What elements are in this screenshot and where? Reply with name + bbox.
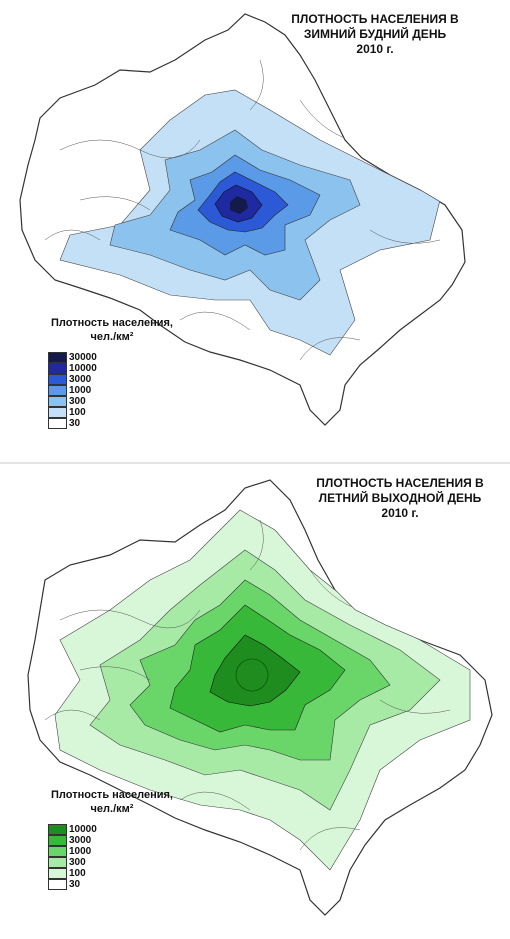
winter-legend-swatch [48, 396, 67, 407]
winter-legend-label: 100 [69, 407, 86, 418]
winter-title-line-1: ПЛОТНОСТЬ НАСЕЛЕНИЯ В [291, 12, 459, 26]
winter-legend-item: 100 [48, 407, 182, 418]
summer-legend-swatch [48, 868, 67, 879]
winter-legend-item: 300 [48, 396, 182, 407]
summer-legend-title: Плотность населения, чел./км² [42, 788, 182, 816]
summer-legend-item: 1000 [48, 846, 182, 857]
winter-legend-item: 10000 [48, 363, 182, 374]
summer-legend-label: 100 [69, 868, 86, 879]
winter-legend-item: 30 [48, 418, 182, 429]
winter-legend-title: Плотность населения, чел./км² [42, 316, 182, 344]
summer-legend-label: 30 [69, 879, 81, 890]
winter-legend-title-line-1: Плотность населения, [51, 317, 173, 329]
winter-legend-label: 3000 [69, 374, 92, 385]
winter-density-map [19, 13, 466, 426]
winter-legend-label: 300 [69, 396, 86, 407]
panel-divider [0, 462, 510, 464]
winter-legend-title-line-2: чел./км² [90, 331, 134, 343]
winter-map-panel: ПЛОТНОСТЬ НАСЕЛЕНИЯ В ЗИМНИЙ БУДНИЙ ДЕНЬ… [0, 0, 510, 458]
winter-district-lines [44, 59, 441, 361]
winter-title-line-2: ЗИМНИЙ БУДНИЙ ДЕНЬ [303, 27, 447, 41]
winter-legend-swatch [48, 374, 67, 385]
summer-legend: Плотность населения, чел./км² 10000 3000 1… [42, 788, 182, 890]
summer-legend-swatch [48, 846, 67, 857]
winter-legend: Плотность населения, чел./км² 30000 10000… [42, 316, 182, 429]
winter-legend-swatch [48, 363, 67, 374]
winter-legend-swatch [48, 385, 67, 396]
winter-legend-item: 1000 [48, 385, 182, 396]
summer-legend-label: 1000 [69, 846, 92, 857]
winter-legend-label: 30 [69, 418, 81, 429]
summer-legend-items: 10000 3000 1000 300 100 30 [48, 824, 182, 890]
winter-density-zones [44, 59, 441, 361]
winter-zone-30000 [230, 196, 248, 214]
winter-legend-item: 30000 [48, 352, 182, 363]
summer-legend-swatch [48, 835, 67, 846]
summer-legend-title-line-2: чел./км² [90, 803, 134, 815]
summer-legend-label: 300 [69, 857, 86, 868]
summer-legend-label: 3000 [69, 835, 92, 846]
summer-density-zones [44, 509, 471, 871]
summer-title-line-1: ПЛОТНОСТЬ НАСЕЛЕНИЯ В [316, 476, 484, 490]
summer-legend-swatch [48, 824, 67, 835]
summer-legend-item: 100 [48, 868, 182, 879]
summer-zone-10000 [209, 634, 301, 707]
summer-legend-item: 3000 [48, 835, 182, 846]
winter-legend-swatch [48, 407, 67, 418]
winter-legend-swatch [48, 418, 67, 429]
summer-moscow-ring [235, 658, 269, 692]
winter-legend-label: 1000 [69, 385, 92, 396]
summer-map-panel: ПЛОТНОСТЬ НАСЕЛЕНИЯ В ЛЕТНИЙ ВЫХОДНОЙ ДЕ… [0, 470, 510, 939]
summer-title-line-3: 2010 г. [381, 506, 419, 520]
winter-legend-label: 30000 [69, 352, 97, 363]
winter-legend-items: 30000 10000 3000 1000 300 100 30 [48, 352, 182, 429]
summer-legend-item: 30 [48, 879, 182, 890]
summer-legend-item: 10000 [48, 824, 182, 835]
summer-map-title: ПЛОТНОСТЬ НАСЕЛЕНИЯ В ЛЕТНИЙ ВЫХОДНОЙ ДЕ… [300, 476, 500, 521]
summer-legend-swatch [48, 879, 67, 890]
winter-legend-swatch [48, 352, 67, 363]
winter-title-line-3: 2010 г. [356, 42, 394, 56]
winter-legend-label: 10000 [69, 363, 97, 374]
summer-title-line-2: ЛЕТНИЙ ВЫХОДНОЙ ДЕНЬ [318, 491, 482, 505]
summer-legend-item: 300 [48, 857, 182, 868]
summer-density-map [27, 479, 493, 916]
summer-legend-title-line-1: Плотность населения, [51, 789, 173, 801]
winter-map-title: ПЛОТНОСТЬ НАСЕЛЕНИЯ В ЗИМНИЙ БУДНИЙ ДЕНЬ… [280, 12, 470, 57]
summer-legend-label: 10000 [69, 824, 97, 835]
winter-legend-item: 3000 [48, 374, 182, 385]
summer-district-lines [44, 519, 451, 851]
summer-legend-swatch [48, 857, 67, 868]
